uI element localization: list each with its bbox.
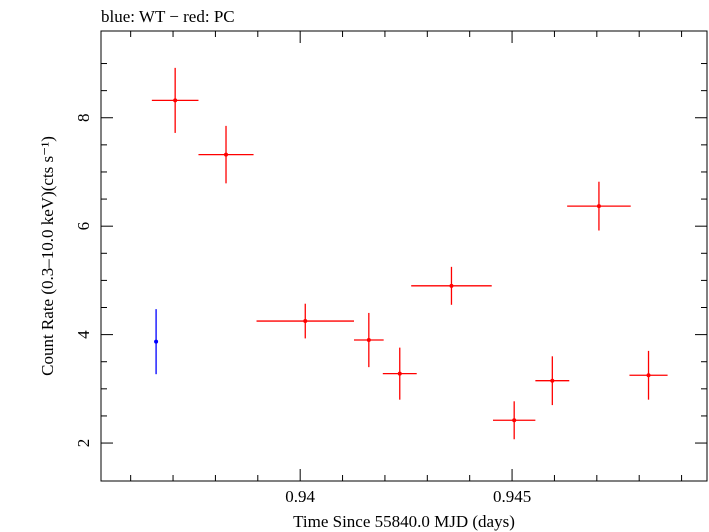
chart-title: blue: WT − red: PC — [101, 7, 235, 26]
y-axis-label: Count Rate (0.3–10.0 keV)(cts s⁻¹) — [38, 136, 57, 376]
data-point — [646, 373, 651, 378]
data-point — [366, 338, 371, 343]
series-wt — [154, 309, 159, 375]
x-axis-label: Time Since 55840.0 MJD (days) — [293, 512, 515, 531]
x-tick-label: 0.945 — [493, 487, 531, 506]
data-point — [449, 283, 454, 288]
x-tick-label: 0.94 — [285, 487, 315, 506]
y-tick-label: 2 — [74, 439, 93, 448]
data-point — [154, 339, 159, 344]
data-point — [512, 418, 517, 423]
y-tick-label: 4 — [74, 330, 93, 339]
data-point — [550, 378, 555, 383]
y-axis: 2 4 6 8 — [74, 63, 707, 448]
data-point — [303, 319, 308, 324]
y-tick-label: 6 — [74, 222, 93, 231]
data-series — [151, 67, 668, 440]
y-tick-label: 8 — [74, 113, 93, 122]
x-axis: 0.94 0.945 — [130, 31, 683, 506]
data-point — [173, 98, 178, 103]
series-pc — [151, 67, 668, 440]
data-point — [596, 204, 601, 209]
data-point — [397, 371, 402, 376]
plot-frame — [100, 30, 708, 482]
data-point — [224, 152, 229, 157]
